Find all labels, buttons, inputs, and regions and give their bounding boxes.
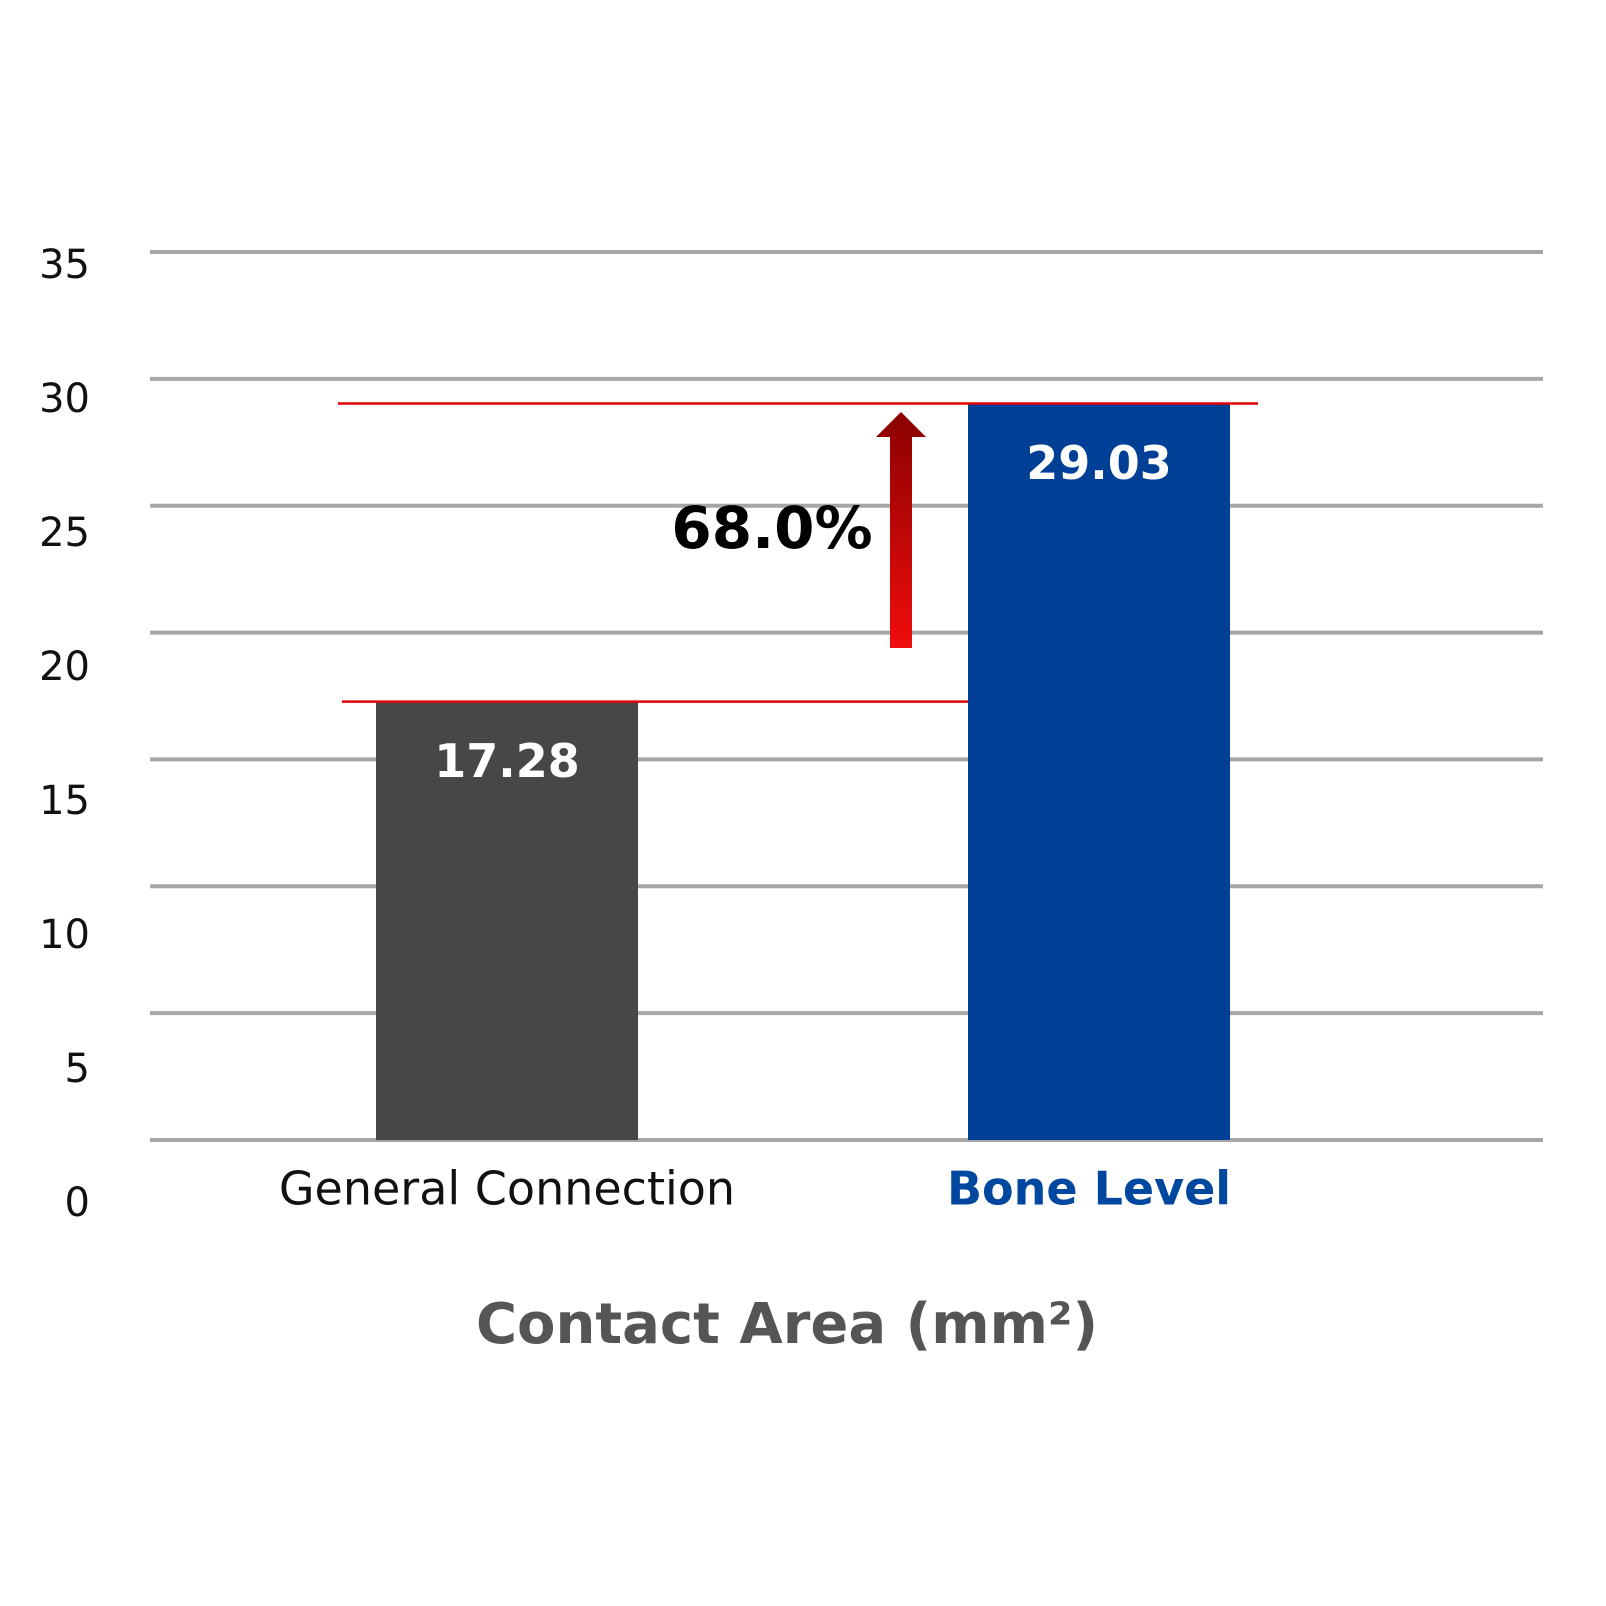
value-label: 29.03 (1026, 436, 1172, 490)
y-tick-label: 30 (39, 376, 90, 422)
annotations: 68.0% (338, 402, 1258, 703)
grid: 0 5 10 15 20 25 30 35 (39, 242, 1543, 1226)
bars: 17.28 General Connection 29.03 Bone Level (279, 403, 1231, 1216)
x-tick-label: General Connection (279, 1162, 735, 1216)
y-tick-label: 10 (39, 912, 90, 958)
increase-label: 68.0% (671, 494, 872, 562)
y-tick-label: 25 (39, 510, 90, 556)
y-tick-label: 20 (39, 644, 90, 690)
x-tick-label: Bone Level (947, 1162, 1231, 1216)
y-tick-label: 0 (65, 1180, 90, 1226)
y-tick-label: 15 (39, 778, 90, 824)
y-tick-label: 35 (39, 242, 90, 288)
x-axis-title: Contact Area (mm²) (476, 1292, 1098, 1357)
bar (376, 701, 638, 1140)
increase-arrow (876, 412, 926, 648)
bar (968, 403, 1230, 1141)
y-tick-label: 5 (65, 1046, 90, 1092)
value-label: 17.28 (434, 734, 580, 788)
